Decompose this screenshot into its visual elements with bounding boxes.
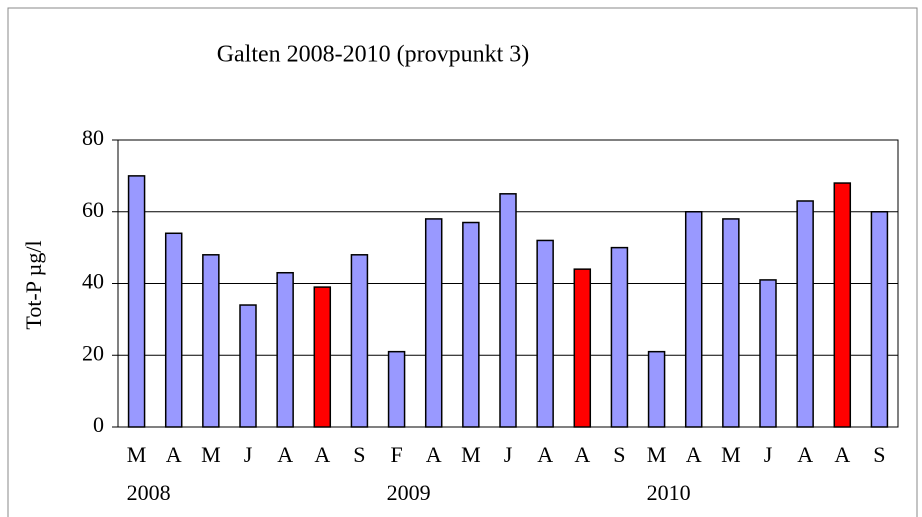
y-tick-label: 20 xyxy=(82,340,104,365)
x-tick-label: A xyxy=(574,442,590,467)
x-tick-label: S xyxy=(353,442,365,467)
y-tick-label: 0 xyxy=(93,412,104,437)
chart-frame xyxy=(7,7,918,517)
year-label: 2008 xyxy=(127,480,171,505)
x-tick-label: A xyxy=(314,442,330,467)
x-tick-label: J xyxy=(504,442,513,467)
bar xyxy=(462,221,480,428)
bar xyxy=(276,271,294,428)
x-tick-label: A xyxy=(537,442,553,467)
x-tick-label: M xyxy=(721,442,741,467)
bar xyxy=(239,304,257,428)
x-tick-label: M xyxy=(647,442,667,467)
bar xyxy=(647,350,666,428)
bar xyxy=(202,254,220,428)
year-label: 2009 xyxy=(387,480,431,505)
bar xyxy=(350,254,369,428)
x-tick-label: J xyxy=(244,442,253,467)
chart-title: Galten 2008-2010 (provpunkt 3) xyxy=(217,42,530,68)
x-tick-label: M xyxy=(461,442,481,467)
x-tick-label: S xyxy=(873,442,885,467)
bar xyxy=(870,211,889,428)
bar xyxy=(164,232,183,428)
bar xyxy=(573,268,592,428)
x-tick-label: S xyxy=(613,442,625,467)
x-tick-label: M xyxy=(201,442,221,467)
y-tick-label: 40 xyxy=(82,269,104,294)
bar xyxy=(536,239,554,428)
x-tick-label: A xyxy=(686,442,702,467)
y-tick-label: 60 xyxy=(82,197,104,222)
bar xyxy=(759,279,777,428)
bar xyxy=(796,200,814,428)
y-tick-label: 80 xyxy=(82,125,104,150)
x-tick-label: A xyxy=(277,442,293,467)
bar xyxy=(833,182,852,428)
x-tick-label: A xyxy=(834,442,850,467)
bar xyxy=(424,218,443,428)
x-tick-label: F xyxy=(390,442,402,467)
bar xyxy=(610,246,629,428)
x-tick-label: A xyxy=(426,442,442,467)
y-axis-label: Tot-P µg/l xyxy=(21,240,46,329)
bar xyxy=(684,211,703,428)
bar xyxy=(387,350,406,428)
bar xyxy=(127,175,146,428)
bar xyxy=(722,218,740,428)
bar xyxy=(313,286,332,428)
x-tick-label: A xyxy=(797,442,813,467)
x-tick-label: A xyxy=(166,442,182,467)
x-tick-label: M xyxy=(127,442,147,467)
x-tick-label: J xyxy=(764,442,773,467)
year-label: 2010 xyxy=(647,480,691,505)
bar xyxy=(499,193,517,428)
